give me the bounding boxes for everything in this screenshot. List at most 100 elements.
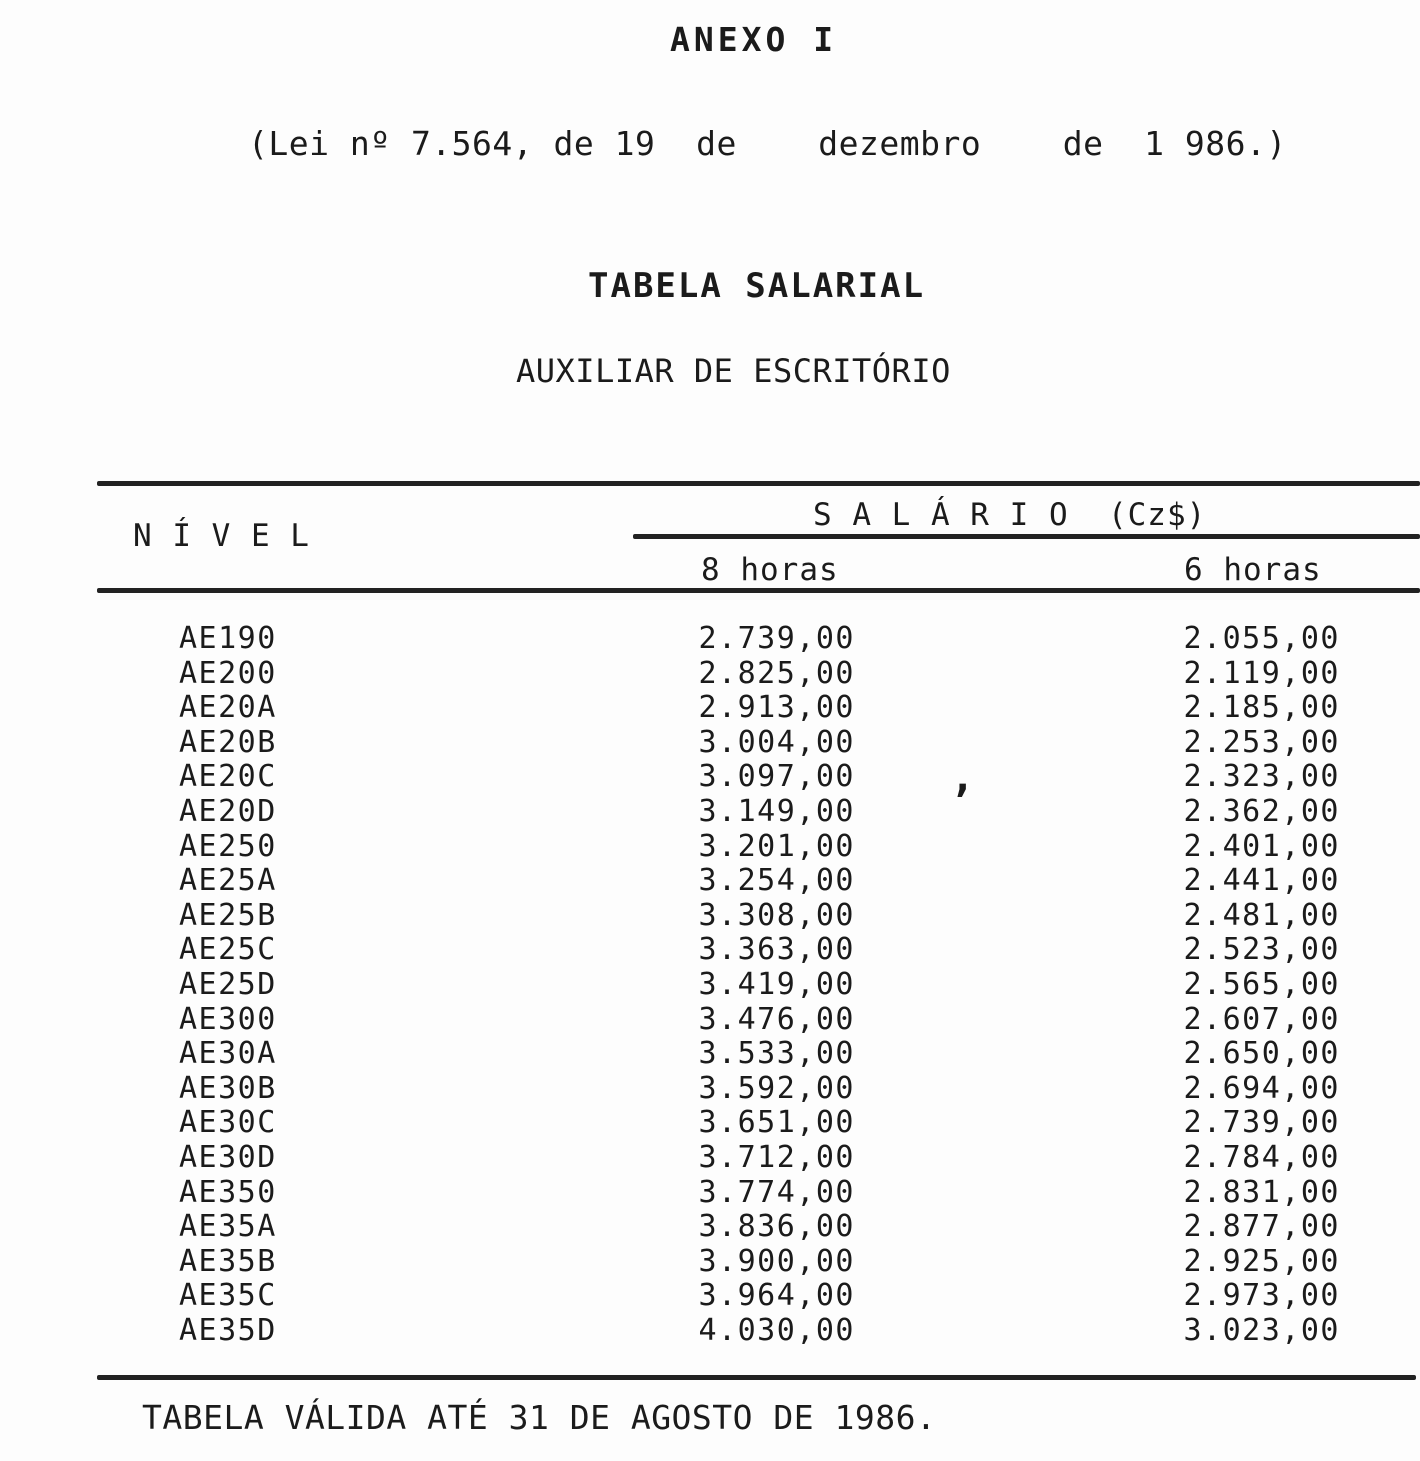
nivel-cell: AE20C — [179, 759, 277, 795]
table-row: AE20C 3.097,00 2.323,00 — [0, 759, 1420, 794]
salary-8h-cell: 3.004,00 — [698, 724, 855, 760]
table-row: AE35B 3.900,00 2.925,00 — [0, 1244, 1420, 1279]
nivel-cell: AE25C — [179, 932, 277, 968]
nivel-cell: AE35B — [179, 1243, 277, 1279]
salary-8h-cell: 3.201,00 — [698, 828, 855, 864]
law-reference-line: (Lei nº 7.564, de 19 de dezembro de 1 98… — [248, 124, 1287, 163]
nivel-cell: AE30A — [179, 1036, 277, 1072]
salary-8h-cell: 3.363,00 — [698, 932, 855, 968]
salary-6h-cell: 2.565,00 — [1183, 966, 1340, 1002]
salary-8h-cell: 3.651,00 — [698, 1105, 855, 1141]
nivel-cell: AE30B — [179, 1070, 277, 1106]
column-group-header-salario: S A L Á R I O (Cz$) — [813, 497, 1207, 533]
nivel-cell: AE300 — [179, 1001, 277, 1037]
nivel-cell: AE25B — [179, 897, 277, 933]
salary-6h-cell: 2.055,00 — [1183, 621, 1340, 656]
nivel-cell: AE35D — [179, 1312, 277, 1348]
salary-6h-cell: 2.523,00 — [1183, 932, 1340, 968]
column-header-8-horas: 8 horas — [701, 552, 839, 588]
nivel-cell: AE20B — [179, 724, 277, 760]
salary-6h-cell: 2.119,00 — [1183, 655, 1340, 691]
table-row: AE35A 3.836,00 2.877,00 — [0, 1209, 1420, 1244]
table-top-rule — [97, 481, 1420, 486]
salary-8h-cell: 3.900,00 — [698, 1243, 855, 1279]
table-row: AE30B 3.592,00 2.694,00 — [0, 1071, 1420, 1106]
salary-8h-cell: 3.308,00 — [698, 897, 855, 933]
salary-8h-cell: 3.097,00 — [698, 759, 855, 795]
nivel-cell: AE30C — [179, 1105, 277, 1141]
salary-6h-cell: 2.973,00 — [1183, 1278, 1340, 1314]
salary-table-body: AE190 2.739,00 2.055,00 AE200 2.825,00 2.119… — [0, 621, 1420, 1348]
table-row: AE20B 3.004,00 2.253,00 — [0, 725, 1420, 760]
document-title: TABELA SALARIAL — [588, 266, 926, 306]
nivel-cell: AE35A — [179, 1209, 277, 1245]
salary-6h-cell: 2.185,00 — [1183, 690, 1340, 726]
salary-6h-cell: 2.784,00 — [1183, 1139, 1340, 1175]
document-subtitle: AUXILIAR DE ESCRITÓRIO — [516, 352, 951, 390]
nivel-cell: AE250 — [179, 828, 277, 864]
table-bottom-rule — [97, 1375, 1416, 1380]
salary-8h-cell: 2.913,00 — [698, 690, 855, 726]
salary-6h-cell: 2.253,00 — [1183, 724, 1340, 760]
table-row: AE30A 3.533,00 2.650,00 — [0, 1036, 1420, 1071]
table-row: AE30C 3.651,00 2.739,00 — [0, 1105, 1420, 1140]
salary-8h-cell: 2.825,00 — [698, 655, 855, 691]
salary-8h-cell: 2.739,00 — [698, 621, 855, 656]
table-row: AE200 2.825,00 2.119,00 — [0, 656, 1420, 691]
salary-6h-cell: 2.877,00 — [1183, 1209, 1340, 1245]
nivel-cell: AE20D — [179, 793, 277, 829]
nivel-cell: AE350 — [179, 1174, 277, 1210]
column-header-6-horas: 6 horas — [1184, 552, 1322, 588]
table-row: AE20D 3.149,00 2.362,00 — [0, 794, 1420, 829]
nivel-cell: AE25A — [179, 863, 277, 899]
salary-8h-cell: 3.836,00 — [698, 1209, 855, 1245]
salary-8h-cell: 3.964,00 — [698, 1278, 855, 1314]
nivel-cell: AE25D — [179, 966, 277, 1002]
salary-8h-cell: 3.592,00 — [698, 1070, 855, 1106]
salary-6h-cell: 2.441,00 — [1183, 863, 1340, 899]
nivel-cell: AE30D — [179, 1139, 277, 1175]
table-row: AE20A 2.913,00 2.185,00 — [0, 690, 1420, 725]
table-row: AE25B 3.308,00 2.481,00 — [0, 898, 1420, 933]
table-row: AE25A 3.254,00 2.441,00 — [0, 863, 1420, 898]
validity-footer-note: TABELA VÁLIDA ATÉ 31 DE AGOSTO DE 1986. — [142, 1398, 937, 1437]
table-header-rule — [97, 588, 1420, 593]
salary-8h-cell: 3.476,00 — [698, 1001, 855, 1037]
salary-8h-cell: 3.774,00 — [698, 1174, 855, 1210]
table-row: AE350 3.774,00 2.831,00 — [0, 1175, 1420, 1210]
salary-6h-cell: 2.925,00 — [1183, 1243, 1340, 1279]
annex-title: ANEXO I — [670, 20, 838, 59]
table-row: AE300 3.476,00 2.607,00 — [0, 1002, 1420, 1037]
nivel-cell: AE20A — [179, 690, 277, 726]
salary-6h-cell: 2.831,00 — [1183, 1174, 1340, 1210]
salario-group-underline — [633, 534, 1420, 539]
nivel-cell: AE200 — [179, 655, 277, 691]
salary-6h-cell: 2.481,00 — [1183, 897, 1340, 933]
salary-6h-cell: 2.607,00 — [1183, 1001, 1340, 1037]
salary-6h-cell: 2.362,00 — [1183, 793, 1340, 829]
scan-artifact-comma: , — [950, 752, 977, 801]
table-row: AE190 2.739,00 2.055,00 — [0, 621, 1420, 656]
salary-8h-cell: 3.533,00 — [698, 1036, 855, 1072]
salary-6h-cell: 2.323,00 — [1183, 759, 1340, 795]
salary-8h-cell: 3.712,00 — [698, 1139, 855, 1175]
salary-6h-cell: 3.023,00 — [1183, 1312, 1340, 1348]
table-row: AE35D 4.030,00 3.023,00 — [0, 1313, 1420, 1348]
salary-6h-cell: 2.694,00 — [1183, 1070, 1340, 1106]
nivel-cell: AE35C — [179, 1278, 277, 1314]
table-row: AE25D 3.419,00 2.565,00 — [0, 967, 1420, 1002]
salary-8h-cell: 3.254,00 — [698, 863, 855, 899]
salary-6h-cell: 2.650,00 — [1183, 1036, 1340, 1072]
table-row: AE35C 3.964,00 2.973,00 — [0, 1278, 1420, 1313]
column-header-nivel: N Í V E L — [133, 518, 310, 554]
table-row: AE25C 3.363,00 2.523,00 — [0, 932, 1420, 967]
salary-8h-cell: 3.149,00 — [698, 793, 855, 829]
table-row: AE250 3.201,00 2.401,00 — [0, 829, 1420, 864]
salary-6h-cell: 2.739,00 — [1183, 1105, 1340, 1141]
nivel-cell: AE190 — [179, 621, 277, 656]
salary-8h-cell: 3.419,00 — [698, 966, 855, 1002]
salary-6h-cell: 2.401,00 — [1183, 828, 1340, 864]
salary-8h-cell: 4.030,00 — [698, 1312, 855, 1348]
table-row: AE30D 3.712,00 2.784,00 — [0, 1140, 1420, 1175]
